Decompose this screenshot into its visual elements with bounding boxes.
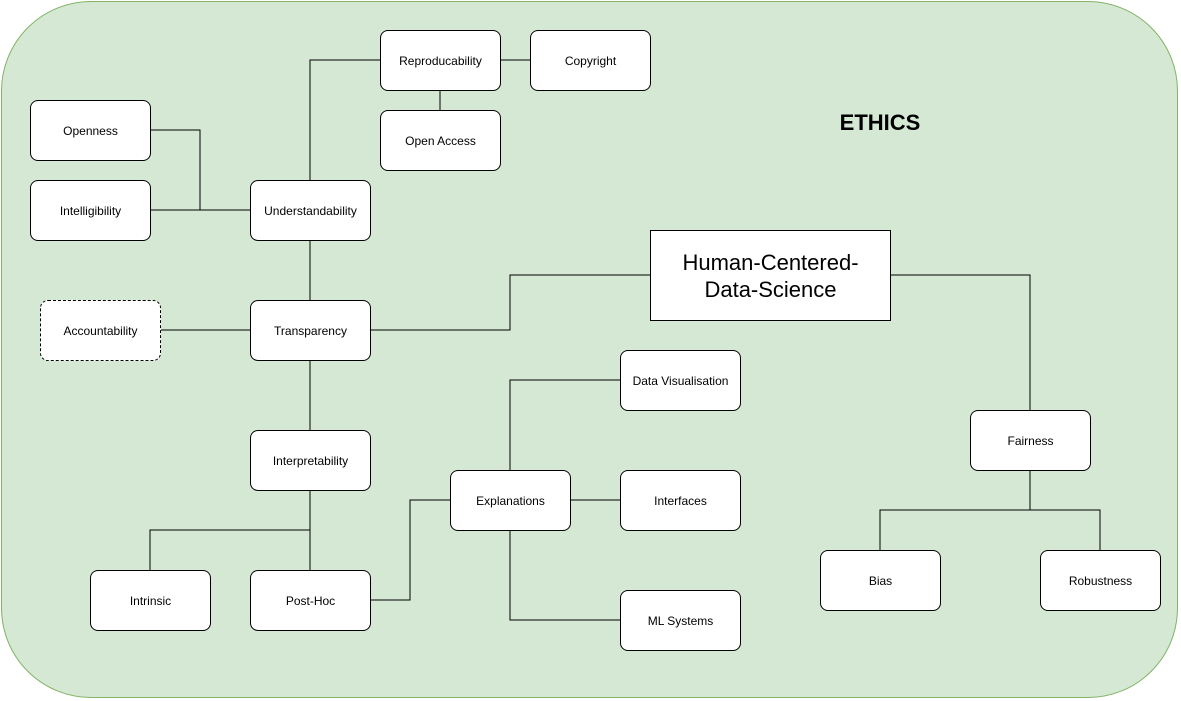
edge-interpretability-intrinsic xyxy=(149,529,310,570)
edge-posthoc-explanations xyxy=(370,499,450,601)
node-intelligibility[interactable]: Intelligibility xyxy=(30,180,151,241)
node-copyright[interactable]: Copyright xyxy=(530,30,651,91)
node-interpretability[interactable]: Interpretability xyxy=(250,430,371,491)
node-human-centered-data-science[interactable]: Human-Centered-Data-Science xyxy=(650,230,891,321)
ethics-title: ETHICS xyxy=(839,110,921,135)
node-robustness[interactable]: Robustness xyxy=(1040,550,1161,611)
edge-fairness-bias xyxy=(879,470,1031,550)
edge-fairness-robustness xyxy=(1030,509,1101,550)
edge-explanations-mlsystems xyxy=(509,530,620,621)
node-post-hoc[interactable]: Post-Hoc xyxy=(250,570,371,631)
node-understandability[interactable]: Understandability xyxy=(250,180,371,241)
node-accountability[interactable]: Accountability xyxy=(40,300,161,361)
node-open-access[interactable]: Open Access xyxy=(380,110,501,171)
node-explanations[interactable]: Explanations xyxy=(450,470,571,531)
node-ml-systems[interactable]: ML Systems xyxy=(620,590,741,651)
node-intrinsic[interactable]: Intrinsic xyxy=(90,570,211,631)
node-reproducability[interactable]: Reproducability xyxy=(380,30,501,91)
node-openness[interactable]: Openness xyxy=(30,100,151,161)
node-fairness[interactable]: Fairness xyxy=(970,410,1091,471)
node-transparency[interactable]: Transparency xyxy=(250,300,371,361)
edge-openness-understandability xyxy=(150,129,201,210)
node-bias[interactable]: Bias xyxy=(820,550,941,611)
edge-understandability-reproducability xyxy=(309,59,380,180)
edge-hcds-fairness xyxy=(890,274,1031,410)
node-interfaces[interactable]: Interfaces xyxy=(620,470,741,531)
edge-transparency-hcds xyxy=(370,274,650,331)
edge-explanations-datavis xyxy=(509,379,620,470)
node-data-visualisation[interactable]: Data Visualisation xyxy=(620,350,741,411)
